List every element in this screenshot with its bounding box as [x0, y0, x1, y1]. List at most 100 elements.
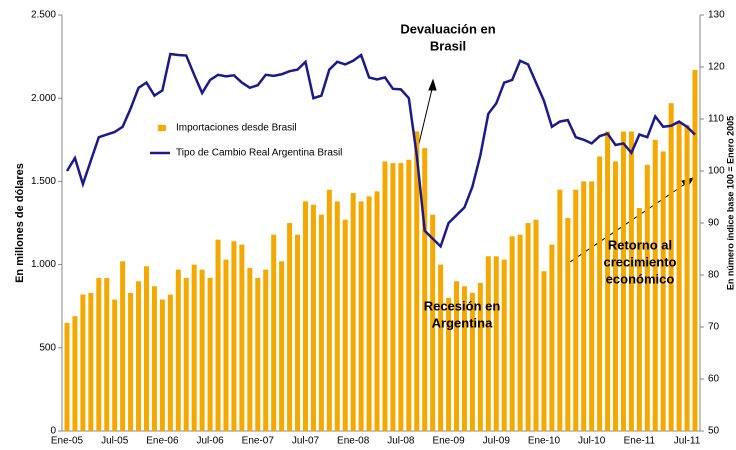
- bar: [422, 148, 428, 431]
- x-tick-label: Jul-11: [674, 436, 701, 447]
- y-tick-label: 1.500: [31, 176, 56, 187]
- bar: [461, 286, 467, 431]
- bar: [613, 161, 619, 431]
- x-tick-label: Ene-05: [51, 436, 84, 447]
- bar: [207, 277, 213, 431]
- bar: [199, 269, 205, 431]
- bar: [438, 264, 444, 431]
- bar: [636, 208, 642, 431]
- bar: [223, 259, 229, 431]
- annotation: crecimiento: [604, 254, 677, 269]
- bar: [676, 123, 682, 431]
- bar: [414, 131, 420, 432]
- y2-tick-label: 90: [708, 218, 720, 229]
- bar: [310, 204, 316, 431]
- bar: [589, 181, 595, 431]
- bar: [104, 277, 110, 431]
- y2-tick-label: 120: [708, 62, 725, 73]
- bar: [318, 214, 324, 431]
- x-tick-label: Ene-09: [432, 436, 465, 447]
- x-tick-label: Ene-07: [242, 436, 275, 447]
- bar: [382, 161, 388, 431]
- bar: [446, 297, 452, 431]
- x-tick-label: Jul-05: [101, 436, 129, 447]
- y2-tick-label: 70: [708, 322, 720, 333]
- annotation: Brasil: [430, 38, 466, 53]
- bar: [167, 294, 173, 431]
- bar: [128, 292, 134, 431]
- bar: [493, 256, 499, 431]
- bar: [430, 214, 436, 431]
- y-tick-label: 500: [39, 342, 56, 353]
- bar: [485, 256, 491, 431]
- bar: [334, 201, 340, 431]
- annotation: Recesión en: [424, 298, 501, 313]
- bar: [565, 218, 571, 431]
- y2-tick-label: 80: [708, 270, 720, 281]
- bar: [517, 234, 523, 431]
- x-tick-label: Jul-06: [196, 436, 224, 447]
- bar: [239, 244, 245, 431]
- bar: [159, 299, 165, 431]
- x-tick-label: Jul-10: [578, 436, 606, 447]
- bar: [151, 286, 157, 431]
- y2-tick-label: 50: [708, 426, 720, 437]
- bar: [350, 193, 356, 431]
- bar: [620, 131, 626, 432]
- bar: [255, 277, 261, 431]
- bar: [279, 261, 285, 431]
- bar: [143, 266, 149, 431]
- legend-swatch: [158, 125, 166, 131]
- bar: [326, 189, 332, 431]
- y2-axis-label: En número índice base 100 = Enero 2005: [725, 116, 735, 290]
- bar: [342, 219, 348, 431]
- annotation: Retorno al: [608, 237, 672, 252]
- bar: [366, 196, 372, 431]
- bar: [302, 201, 308, 431]
- y2-tick-label: 110: [708, 114, 724, 125]
- bar: [231, 241, 237, 431]
- bar: [533, 219, 539, 431]
- bar: [263, 269, 269, 431]
- bar: [112, 299, 118, 431]
- bar: [120, 261, 126, 431]
- bar: [644, 164, 650, 431]
- bar: [390, 163, 396, 431]
- x-tick-label: Ene-11: [624, 436, 656, 447]
- bar: [469, 292, 475, 431]
- x-tick-label: Jul-07: [292, 436, 320, 447]
- bar: [684, 124, 690, 431]
- annotation: Devaluación en: [400, 21, 495, 36]
- bar: [136, 281, 142, 431]
- bar: [660, 151, 666, 431]
- bar: [541, 271, 547, 431]
- bar: [454, 281, 460, 431]
- y2-tick-label: 130: [708, 10, 725, 21]
- bar: [215, 239, 221, 431]
- legend-label: Tipo de Cambio Real Argentina Brasil: [176, 148, 342, 159]
- bar: [80, 294, 86, 431]
- x-tick-label: Ene-06: [146, 436, 179, 447]
- bar: [581, 181, 587, 431]
- y2-tick-label: 100: [708, 166, 725, 177]
- bar: [271, 234, 277, 431]
- annotation: Argentina: [432, 315, 493, 330]
- x-tick-label: Jul-09: [483, 436, 511, 447]
- bar: [573, 189, 579, 431]
- bar: [605, 131, 611, 432]
- bar: [692, 69, 698, 432]
- bar: [88, 292, 94, 431]
- bar: [175, 269, 181, 431]
- bar: [668, 103, 674, 431]
- bar: [406, 159, 412, 431]
- bar: [64, 322, 70, 431]
- bar: [501, 259, 507, 431]
- bar: [398, 163, 404, 431]
- x-tick-label: Ene-10: [528, 436, 561, 447]
- arrows: [414, 78, 695, 263]
- bar: [295, 234, 301, 431]
- bar: [183, 277, 189, 431]
- y-axis-label: En millones de dólares: [14, 163, 26, 283]
- bar: [652, 139, 658, 432]
- bar: [557, 189, 563, 431]
